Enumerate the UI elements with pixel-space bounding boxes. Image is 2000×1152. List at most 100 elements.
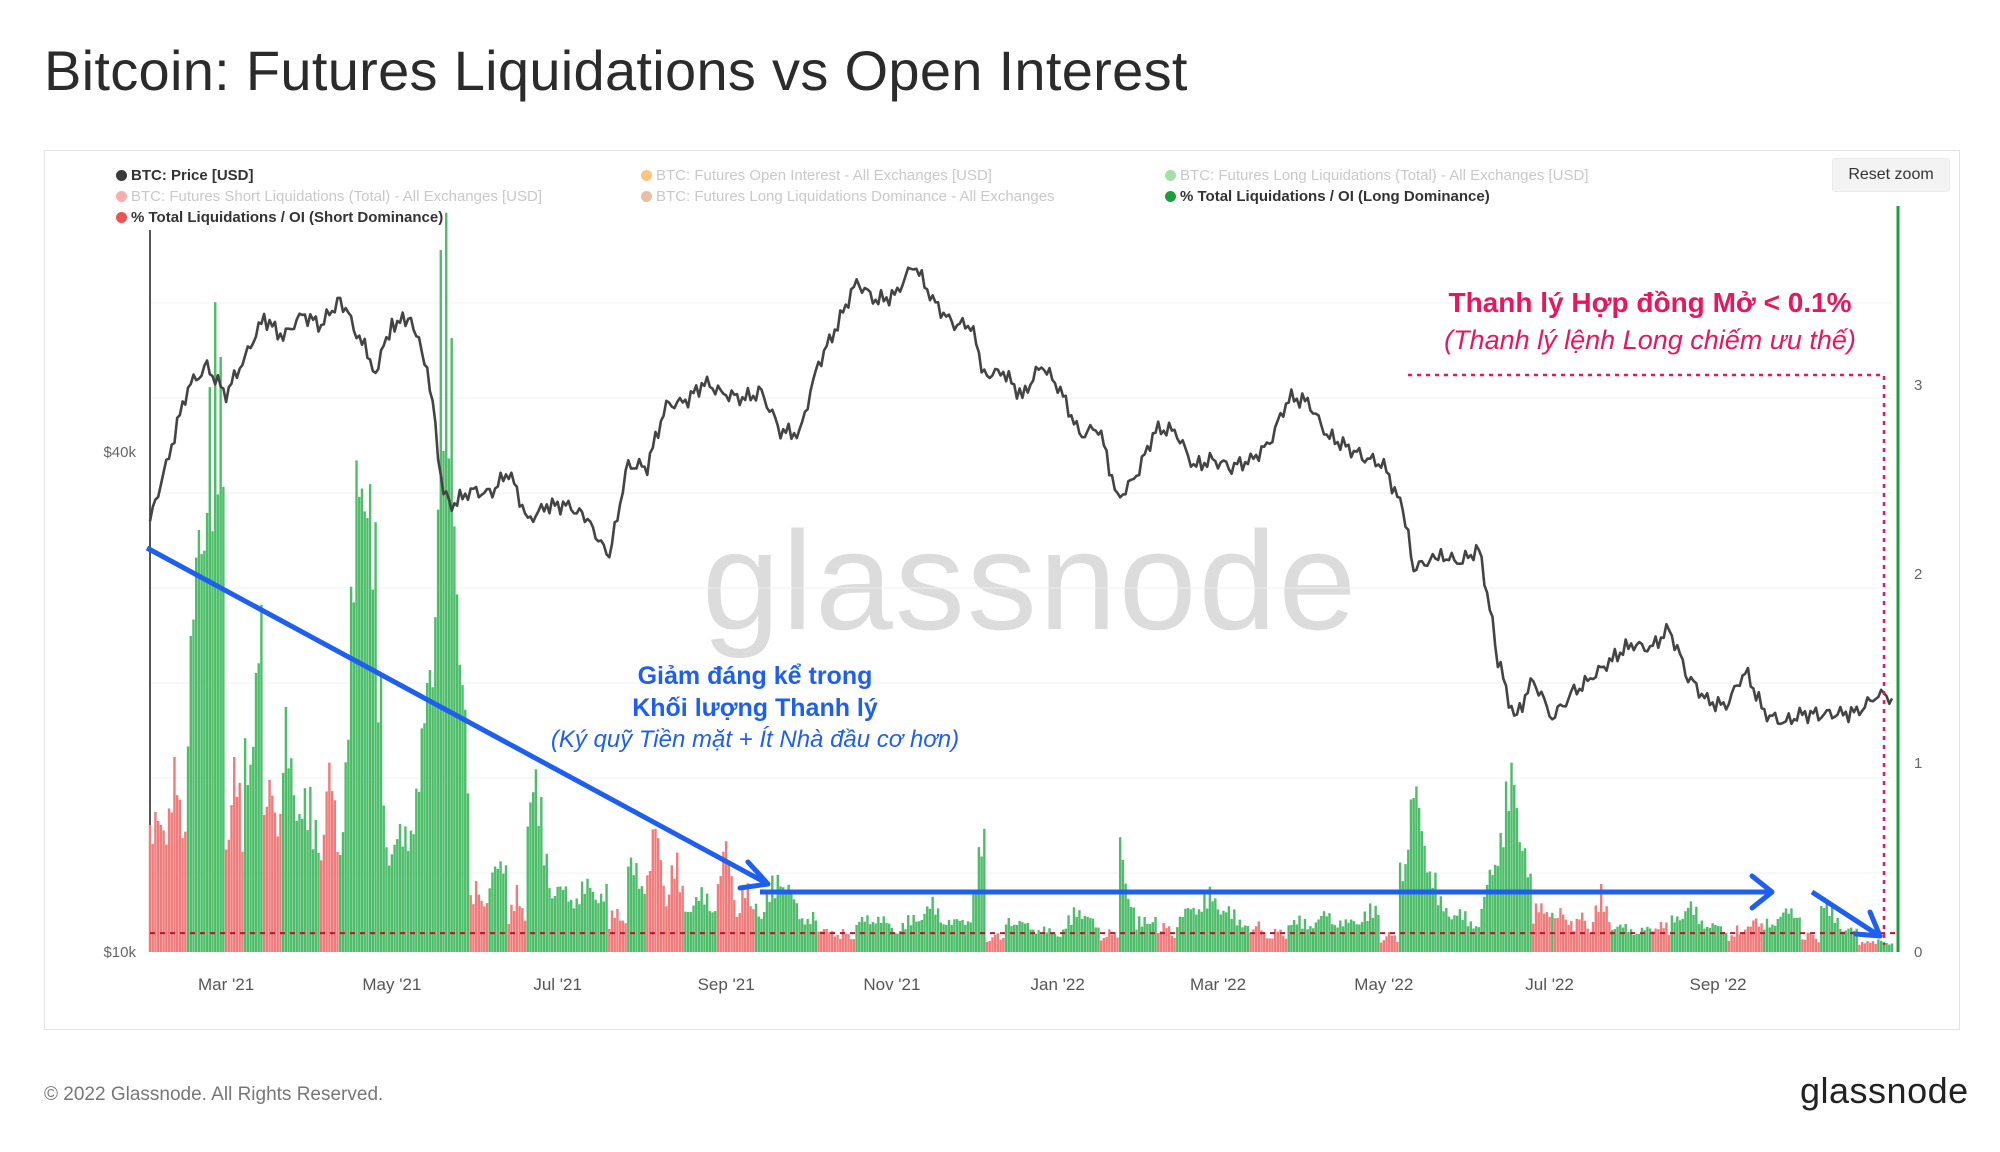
liquidation-bar	[955, 919, 959, 952]
liquidation-bar	[879, 922, 883, 952]
liquidation-bar	[741, 887, 744, 952]
liquidation-bar	[474, 881, 478, 952]
liquidation-bar	[507, 924, 510, 952]
liquidation-bar	[605, 883, 608, 952]
liquidation-bar	[1260, 930, 1263, 952]
liquidation-bar	[882, 916, 885, 952]
liquidation-bar	[219, 357, 222, 952]
liquidation-bar	[678, 892, 682, 952]
legend-item[interactable]: BTC: Price [USD]	[116, 167, 254, 184]
liquidation-bar	[1621, 927, 1625, 952]
liquidation-bar	[1360, 922, 1364, 952]
liquidation-bar	[303, 788, 307, 952]
liquidation-bar	[165, 844, 168, 952]
liquidation-bar	[1836, 917, 1839, 952]
liquidation-bar	[1765, 918, 1769, 952]
liquidation-bar	[1719, 926, 1722, 952]
liquidation-bar	[811, 911, 815, 952]
liquidation-bar	[724, 841, 728, 952]
liquidation-bar	[1496, 865, 1500, 952]
liquidation-bar	[665, 906, 668, 952]
liquidation-bar	[754, 903, 758, 952]
liquidation-bar	[752, 909, 755, 952]
liquidation-bar	[1015, 924, 1019, 952]
liquidation-bar	[1170, 935, 1174, 952]
liquidation-bar	[877, 916, 880, 952]
liquidation-bar	[224, 849, 228, 952]
liquidation-bar	[822, 929, 826, 952]
liquidation-bar	[526, 826, 529, 952]
liquidation-bar	[227, 839, 231, 952]
liquidation-bar	[1784, 908, 1788, 952]
liquidation-bar	[1811, 934, 1815, 952]
liquidation-bar	[1676, 916, 1679, 952]
legend-item[interactable]: BTC: Futures Short Liquidations (Total) …	[116, 188, 542, 205]
liquidation-bar	[1214, 898, 1217, 952]
liquidation-bar	[890, 927, 894, 952]
legend-item[interactable]: % Total Liquidations / OI (Short Dominan…	[116, 209, 443, 226]
liquidation-bar	[1733, 936, 1736, 952]
liquidation-bar	[1844, 930, 1848, 952]
liquidation-bar	[958, 920, 962, 952]
liquidation-bar	[1556, 918, 1559, 952]
liquidation-bar	[1879, 940, 1883, 952]
liquidation-bar	[1466, 926, 1470, 952]
liquidation-bar	[534, 769, 538, 952]
liquidation-bar	[697, 900, 701, 952]
liquidation-bar	[1282, 935, 1285, 952]
liquidation-bar	[1632, 934, 1636, 952]
legend-item[interactable]: % Total Liquidations / OI (Long Dominanc…	[1165, 188, 1490, 205]
liquidation-bar	[488, 888, 491, 952]
liquidation-bar	[1860, 942, 1864, 952]
liquidation-bar	[1097, 927, 1100, 952]
liquidation-bar	[1850, 927, 1853, 952]
liquidation-bar	[1393, 935, 1396, 952]
liquidation-bar	[1061, 929, 1065, 952]
liquidation-bar	[1208, 886, 1212, 952]
liquidation-bar	[276, 836, 279, 952]
liquidation-bar	[1714, 924, 1717, 952]
liquidation-bar	[181, 838, 184, 952]
liquidation-bar	[491, 872, 494, 952]
liquidation-bar	[1863, 943, 1867, 952]
liquidation-bar	[974, 893, 978, 952]
liquidation-bar	[795, 903, 798, 952]
liquidation-bar	[1108, 929, 1111, 952]
liquidation-bar	[1138, 916, 1141, 952]
liquidation-bar	[510, 904, 513, 952]
liquidation-bar	[205, 512, 209, 952]
liquidation-bar	[216, 494, 220, 952]
liquidation-bar	[336, 851, 339, 952]
legend-item[interactable]: BTC: Futures Long Liquidations Dominance…	[641, 188, 1055, 205]
liquidation-bar	[1287, 925, 1290, 952]
liquidation-bar	[243, 738, 247, 952]
liquidation-bar	[420, 728, 423, 952]
liquidation-bar	[904, 929, 907, 952]
liquidation-bar	[1309, 926, 1312, 952]
liquidation-bar	[1570, 920, 1573, 952]
liquidation-bar	[1181, 917, 1184, 952]
liquidation-bar	[1135, 929, 1138, 952]
liquidation-bar	[271, 795, 274, 952]
liquidation-bar	[1475, 926, 1478, 952]
liquidation-bar	[521, 908, 524, 952]
liquidation-bar	[977, 847, 981, 952]
liquidation-bar	[1638, 933, 1641, 952]
reset-zoom-button[interactable]: Reset zoom	[1832, 158, 1950, 192]
legend-item[interactable]: BTC: Futures Long Liquidations (Total) -…	[1165, 167, 1589, 184]
legend-label: BTC: Futures Long Liquidations (Total) -…	[1180, 167, 1589, 184]
liquidation-bar	[855, 924, 858, 952]
liquidation-bar	[423, 723, 426, 952]
liquidation-bar	[1885, 942, 1888, 952]
liquidation-bar	[632, 875, 635, 952]
liquidation-bar	[523, 920, 527, 952]
liquidation-bar	[1697, 924, 1701, 952]
liquidation-bar	[1847, 928, 1850, 952]
legend-item[interactable]: BTC: Futures Open Interest - All Exchang…	[641, 167, 992, 184]
liquidation-bar	[1023, 923, 1027, 952]
liquidation-bar	[1855, 928, 1858, 952]
liquidation-bar	[936, 908, 940, 952]
liquidation-bar	[1070, 924, 1073, 952]
liquidation-bar	[1488, 869, 1491, 952]
liquidation-bar	[1339, 920, 1342, 952]
